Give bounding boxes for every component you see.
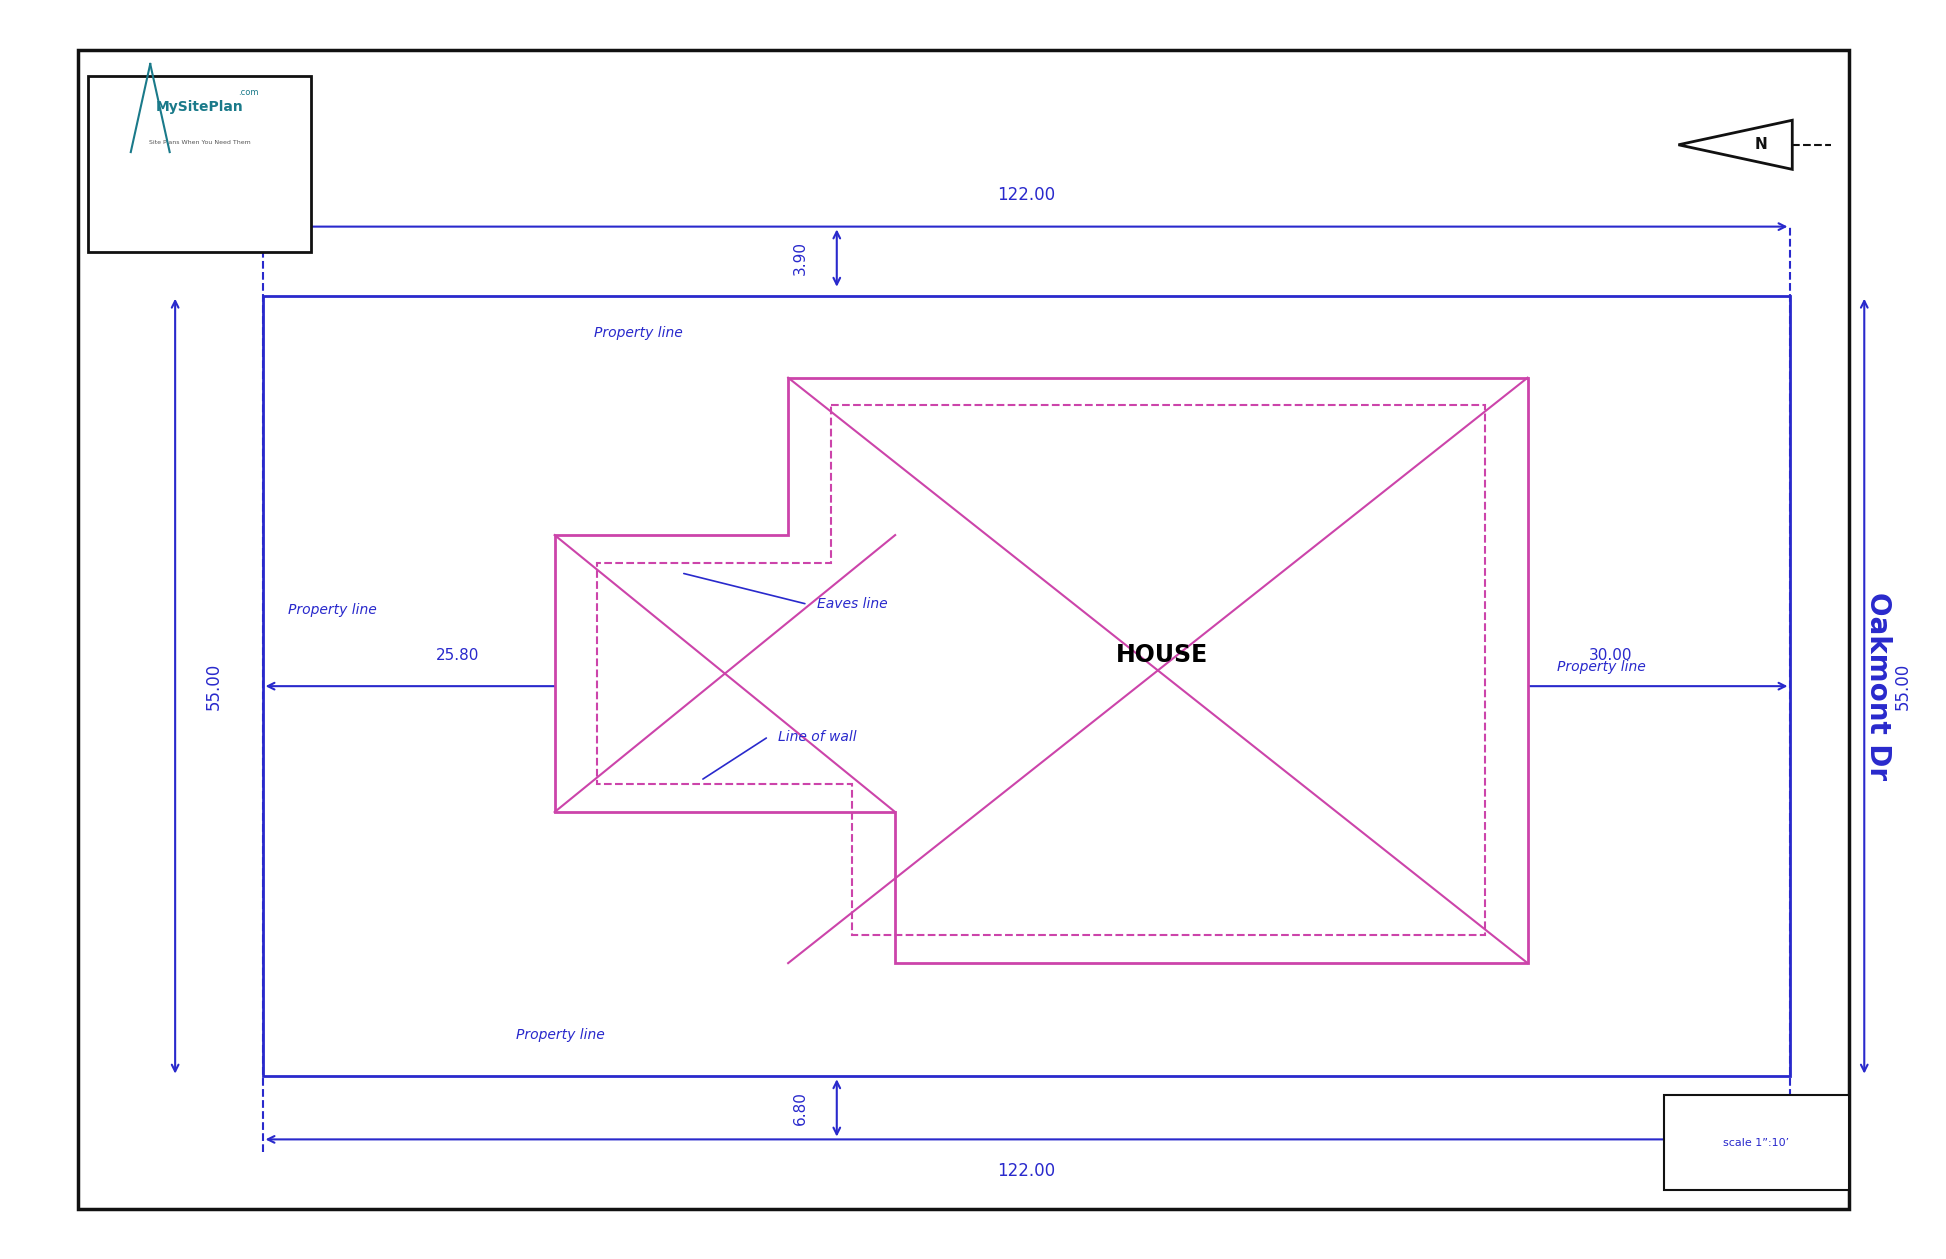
Text: MySitePlan: MySitePlan [156,101,243,115]
Polygon shape [555,378,1528,963]
Text: Property line: Property line [516,1029,605,1042]
Text: 30.00: 30.00 [1588,648,1633,663]
Text: 3.90: 3.90 [792,240,808,276]
Bar [263,296,1790,1076]
Text: HOUSE: HOUSE [1115,642,1208,667]
Text: 122.00: 122.00 [998,1162,1055,1180]
Text: Oakmont Dr: Oakmont Dr [1864,592,1892,781]
Text: scale 1”:10’: scale 1”:10’ [1724,1138,1788,1147]
Text: Property line: Property line [594,326,683,340]
Text: 6.80: 6.80 [792,1092,808,1124]
Text: Site Plans When You Need Them: Site Plans When You Need Them [148,140,251,145]
Text: Property line: Property line [1557,660,1646,674]
Text: 55.00: 55.00 [204,662,222,710]
Bar [1664,1095,1849,1190]
Text: .com: .com [237,88,259,97]
Bar [88,76,311,252]
Polygon shape [1679,121,1792,169]
Text: 25.80: 25.80 [436,648,479,663]
Text: Property line: Property line [288,603,378,617]
Text: Line of wall: Line of wall [778,729,856,744]
Text: 55.00: 55.00 [1893,662,1911,710]
Text: 122.00: 122.00 [998,186,1055,204]
Text: Eaves line: Eaves line [817,597,887,612]
Text: N: N [1755,137,1767,152]
